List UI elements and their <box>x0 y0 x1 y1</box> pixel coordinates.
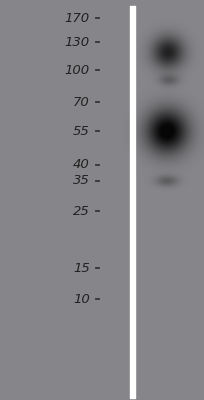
Text: 55: 55 <box>73 125 90 138</box>
Text: 35: 35 <box>73 174 90 187</box>
Text: 170: 170 <box>65 12 90 24</box>
Text: 15: 15 <box>73 262 90 274</box>
Text: 70: 70 <box>73 96 90 108</box>
Text: 25: 25 <box>73 205 90 218</box>
Text: 10: 10 <box>73 293 90 306</box>
Text: 100: 100 <box>65 64 90 76</box>
Text: 40: 40 <box>73 158 90 171</box>
Text: 130: 130 <box>65 36 90 48</box>
